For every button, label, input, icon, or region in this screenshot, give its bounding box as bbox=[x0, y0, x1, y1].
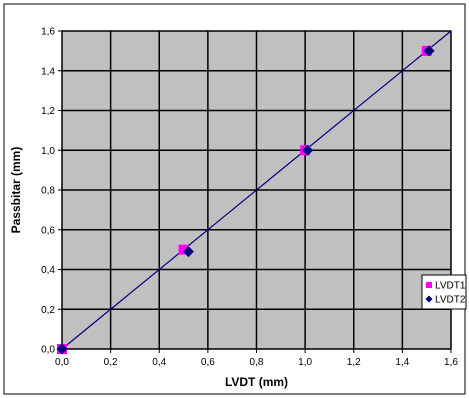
data-point-series-2 bbox=[182, 246, 194, 258]
x-tick-label: 0,8 bbox=[250, 357, 264, 368]
legend: LVDT1 LVDT2 bbox=[421, 274, 467, 310]
x-tick-label: 0,2 bbox=[104, 357, 118, 368]
x-tick-label: 0,6 bbox=[201, 357, 215, 368]
x-tick-labels: 0,0 0,2 0,4 0,6 0,8 1,0 1,2 1,4 1,6 bbox=[55, 357, 458, 368]
x-tick-label: 1,6 bbox=[444, 357, 458, 368]
data-point-series-2 bbox=[423, 45, 435, 57]
y-tick-label: 1,0 bbox=[41, 146, 55, 157]
legend-label: LVDT2 bbox=[435, 295, 466, 306]
x-tick-label: 1,0 bbox=[298, 357, 312, 368]
legend-box bbox=[421, 274, 467, 310]
data-point-series-2 bbox=[302, 144, 314, 156]
y-tick-label: 1,4 bbox=[41, 66, 55, 77]
trendline bbox=[61, 30, 452, 350]
y-tick-label: 0,4 bbox=[41, 265, 55, 276]
x-axis-title: LVDT (mm) bbox=[225, 375, 288, 389]
data-point-series-1 bbox=[178, 244, 189, 255]
y-tick-label: 0,0 bbox=[41, 345, 55, 356]
y-tick-label: 0,8 bbox=[41, 186, 55, 197]
x-tick-label: 1,2 bbox=[347, 357, 361, 368]
y-tick-label: 0,6 bbox=[41, 225, 55, 236]
y-axis-title: Passbitar (mm) bbox=[9, 147, 23, 234]
data-point-series-2 bbox=[56, 343, 68, 355]
x-tick-label: 1,4 bbox=[395, 357, 409, 368]
x-tick-label: 0,0 bbox=[55, 357, 69, 368]
data-points bbox=[56, 45, 435, 355]
y-tick-label: 1,6 bbox=[41, 27, 55, 38]
y-tick-label: 0,2 bbox=[41, 305, 55, 316]
legend-label: LVDT1 bbox=[435, 281, 466, 292]
legend-marker bbox=[425, 295, 433, 303]
legend-marker bbox=[426, 282, 432, 288]
y-tick-labels: 0,0 0,2 0,4 0,6 0,8 1,0 1,2 1,4 1,6 bbox=[41, 27, 55, 356]
gridlines bbox=[58, 30, 452, 353]
y-tick-label: 1,2 bbox=[41, 106, 55, 117]
x-tick-label: 0,4 bbox=[152, 357, 166, 368]
